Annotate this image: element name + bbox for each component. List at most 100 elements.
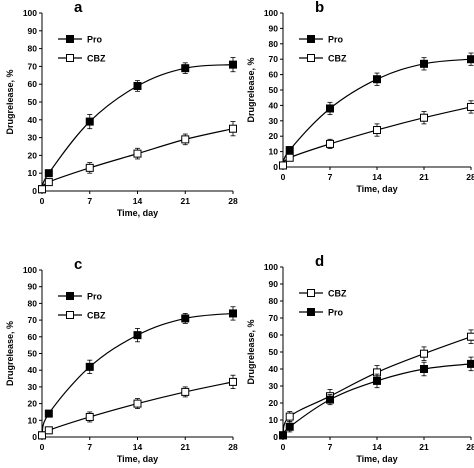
series-cbz — [38, 374, 237, 440]
y-tick-label: 10 — [269, 147, 279, 157]
y-tick-label: 10 — [28, 415, 38, 425]
legend-marker — [307, 54, 315, 62]
series-pro — [38, 306, 237, 440]
data-point — [44, 178, 53, 187]
legend-marker — [66, 35, 74, 43]
y-axis-label: Drugrelease, % — [5, 321, 15, 386]
data-point — [285, 146, 294, 155]
data-point — [133, 331, 142, 340]
x-tick-label: 14 — [133, 442, 143, 452]
x-tick-label: 14 — [133, 196, 143, 206]
y-tick-label: 0 — [273, 162, 278, 172]
x-tick-label: 14 — [372, 172, 382, 182]
series-cbz — [38, 121, 237, 194]
legend-label: Pro — [87, 292, 103, 302]
y-tick-label: 20 — [28, 150, 38, 160]
legend-label: CBZ — [328, 54, 347, 64]
data-point — [326, 104, 334, 113]
panel-label: c — [74, 256, 82, 273]
y-tick-label: 0 — [32, 186, 37, 196]
legend-marker — [307, 308, 315, 316]
data-point — [85, 412, 94, 421]
y-tick-label: 10 — [269, 415, 279, 425]
y-tick-label: 100 — [264, 262, 278, 272]
data-point — [373, 75, 381, 84]
legend-label: CBZ — [328, 289, 347, 299]
chart-panel-c: 0 10 20 30 40 50 60 70 80 90 100 0 7 14 21 28 Time, day D… — [5, 256, 238, 464]
y-tick-label: 80 — [269, 296, 279, 306]
data-point — [467, 102, 474, 111]
y-tick-label: 20 — [28, 399, 38, 409]
data-point — [420, 349, 428, 358]
data-point — [285, 153, 294, 162]
y-tick-label: 100 — [23, 265, 37, 275]
y-tick-label: 90 — [28, 26, 38, 36]
legend-label: Pro — [328, 308, 344, 318]
data-point — [38, 431, 46, 440]
series-cbz — [279, 100, 474, 170]
y-tick-label: 80 — [28, 298, 38, 308]
x-tick-label: 21 — [181, 442, 191, 452]
data-point — [44, 409, 53, 418]
y-tick-label: 30 — [28, 133, 38, 143]
y-tick-label: 50 — [28, 349, 38, 359]
data-point — [85, 362, 94, 371]
y-tick-label: 40 — [269, 364, 279, 374]
y-tick-label: 70 — [269, 313, 279, 323]
data-point — [285, 422, 294, 431]
y-tick-label: 30 — [269, 381, 279, 391]
x-tick-label: 14 — [372, 442, 382, 452]
x-tick-label: 21 — [419, 442, 429, 452]
data-point — [133, 81, 142, 90]
data-point — [326, 395, 334, 404]
y-tick-label: 10 — [28, 168, 38, 178]
legend-marker — [66, 54, 74, 62]
data-point — [467, 359, 474, 368]
x-tick-label: 0 — [40, 442, 45, 452]
y-tick-label: 80 — [269, 39, 279, 49]
y-axis-label: Drugrelease, % — [246, 319, 256, 384]
panel-label: a — [74, 0, 83, 16]
y-tick-label: 0 — [273, 432, 278, 442]
y-tick-label: 50 — [269, 347, 279, 357]
y-tick-label: 90 — [269, 23, 279, 33]
series-pro — [38, 57, 237, 194]
y-tick-label: 40 — [269, 100, 279, 110]
data-point — [467, 332, 474, 341]
legend-marker — [307, 289, 315, 297]
y-tick-label: 40 — [28, 115, 38, 125]
y-tick-label: 30 — [28, 382, 38, 392]
chart-panel-d: 0 10 20 30 40 50 60 70 80 90 100 0 7 14 21 28 Time, day D… — [246, 253, 474, 464]
x-tick-label: 28 — [228, 442, 238, 452]
y-tick-label: 70 — [28, 315, 38, 325]
data-point — [181, 387, 190, 396]
data-point — [326, 139, 334, 148]
legend-label: CBZ — [87, 311, 106, 321]
data-point — [181, 314, 190, 323]
data-point — [373, 376, 381, 385]
y-tick-label: 70 — [269, 54, 279, 64]
data-point — [229, 60, 237, 69]
y-axis-label: Drugrelease, % — [5, 69, 15, 134]
y-tick-label: 100 — [264, 8, 278, 18]
y-tick-label: 60 — [269, 70, 279, 80]
y-tick-label: 70 — [28, 61, 38, 71]
y-tick-label: 40 — [28, 365, 38, 375]
panel-label: b — [315, 0, 324, 16]
data-point — [85, 163, 94, 172]
data-point — [38, 185, 46, 194]
x-axis-label: Time, day — [356, 454, 397, 464]
series-pro — [279, 52, 474, 170]
data-point — [133, 149, 142, 158]
x-tick-label: 28 — [228, 196, 238, 206]
legend-label: Pro — [87, 35, 103, 45]
x-tick-label: 7 — [87, 442, 92, 452]
data-point — [133, 399, 142, 408]
data-point — [229, 124, 237, 133]
x-tick-label: 7 — [328, 442, 333, 452]
panel-label: d — [315, 253, 324, 270]
y-tick-label: 60 — [269, 330, 279, 340]
y-tick-label: 90 — [269, 279, 279, 289]
chart-panel-a: 0 10 20 30 40 50 60 70 80 90 100 0 7 14 21 28 Time, day D… — [5, 0, 238, 218]
